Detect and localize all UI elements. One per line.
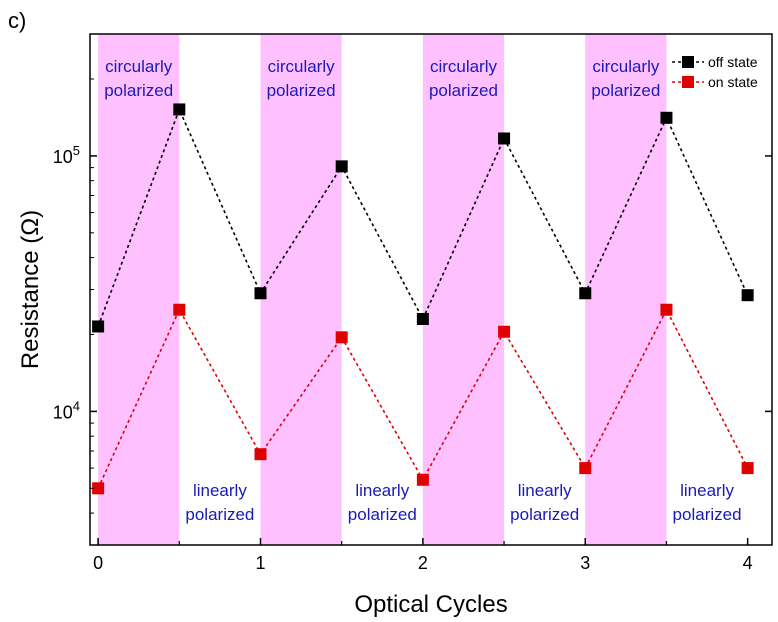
annotation-6-line1: linearly: [518, 481, 572, 500]
series-1-point-8: [741, 462, 754, 475]
annotation-2-line1: circularly: [430, 57, 498, 76]
series-0-point-4: [416, 312, 429, 325]
annotation-1-line2: polarized: [267, 81, 336, 100]
series-1-point-2: [254, 448, 267, 461]
annotation-6-line2: polarized: [510, 505, 579, 524]
annotation-0-line1: circularly: [105, 57, 173, 76]
annotation-3-line2: polarized: [591, 81, 660, 100]
shaded-region-3: [585, 34, 667, 545]
series-1-point-1: [173, 303, 186, 316]
x-axis-label: Optical Cycles: [354, 591, 507, 618]
legend-marker-1: [682, 76, 694, 88]
annotations: circularly polarized circularly polarized ci…: [104, 57, 741, 524]
shaded-region-2: [422, 34, 505, 545]
x-tick-label-0: 0: [93, 553, 103, 573]
series-0-point-5: [498, 132, 511, 145]
series-0-point-0: [92, 320, 105, 333]
series-0-point-1: [173, 103, 186, 116]
x-tick-label-4: 4: [743, 553, 753, 573]
x-tick-label-1: 1: [255, 553, 265, 573]
series: [92, 103, 754, 495]
annotation-2-line2: polarized: [429, 81, 498, 100]
annotation-3-line1: circularly: [592, 57, 660, 76]
series-1-point-7: [660, 303, 673, 316]
series-0-point-7: [660, 111, 673, 124]
legend-label-0: off state: [708, 54, 758, 70]
panel-label: c): [8, 8, 26, 33]
series-1-point-5: [498, 325, 511, 338]
y-axis-label: Resistance (Ω): [17, 210, 44, 369]
axes: 0 1 2 3 4 104 105: [53, 78, 772, 573]
shaded-region-0: [98, 34, 180, 545]
legend: off state on state: [672, 54, 758, 90]
shaded-region-1: [260, 34, 342, 545]
legend-label-1: on state: [708, 74, 758, 90]
y-tick-label-0: 104: [53, 398, 80, 422]
series-1-point-6: [579, 462, 592, 475]
annotation-7-line1: linearly: [680, 481, 734, 500]
series-0-point-2: [254, 287, 267, 300]
series-0-point-8: [741, 289, 754, 302]
x-tick-label-3: 3: [580, 553, 590, 573]
annotation-1-line1: circularly: [268, 57, 336, 76]
series-1-point-0: [92, 482, 105, 495]
series-1-point-4: [416, 473, 429, 486]
annotation-5-line2: polarized: [348, 505, 417, 524]
annotation-7-line2: polarized: [673, 505, 742, 524]
annotation-0-line2: polarized: [104, 81, 173, 100]
series-0-point-3: [335, 160, 348, 173]
series-1-point-3: [335, 331, 348, 344]
annotation-5-line1: linearly: [355, 481, 409, 500]
x-tick-label-2: 2: [418, 553, 428, 573]
shaded-regions: [98, 34, 667, 545]
annotation-4-line2: polarized: [185, 505, 254, 524]
annotation-4-line1: linearly: [193, 481, 247, 500]
y-tick-label-1: 105: [53, 143, 80, 167]
legend-marker-0: [682, 56, 694, 68]
series-0-point-6: [579, 287, 592, 300]
